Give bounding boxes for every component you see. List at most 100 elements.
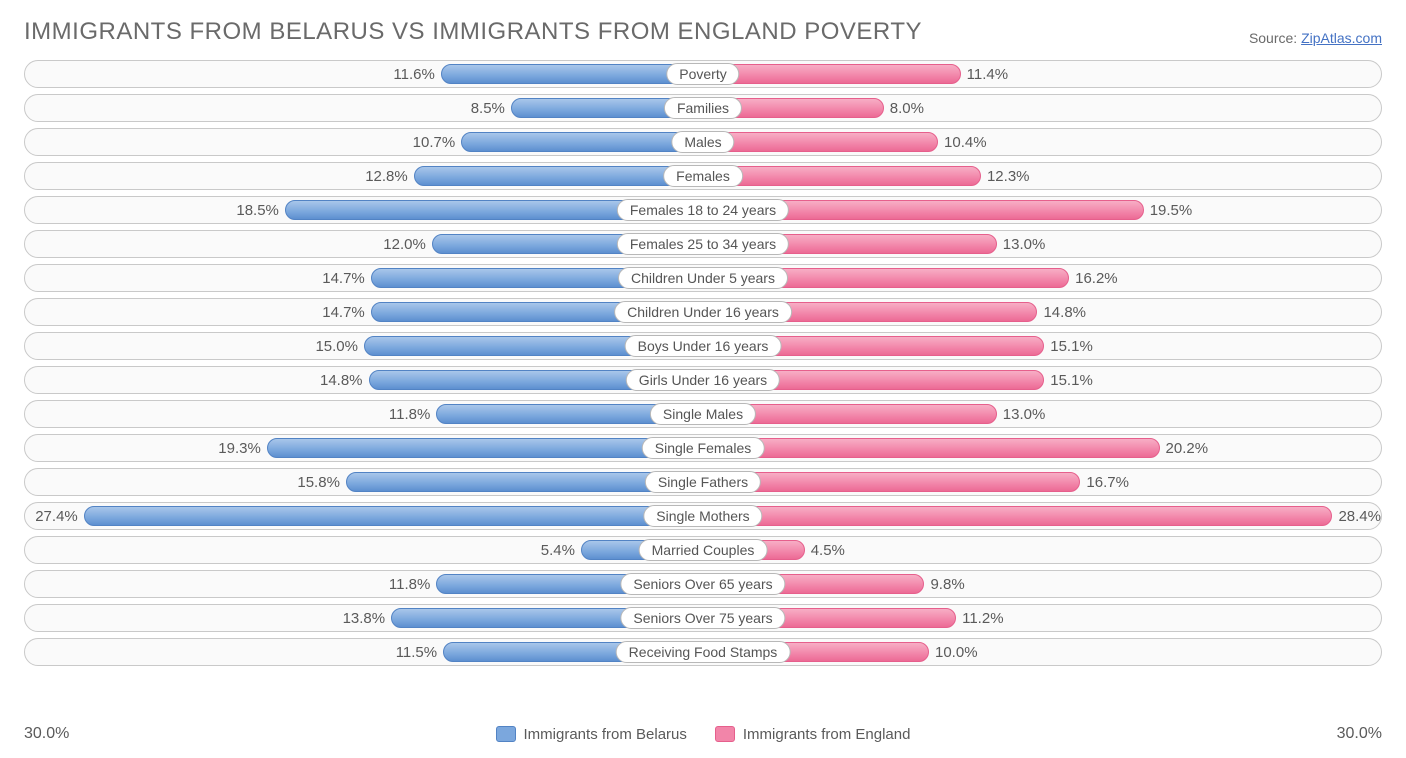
right-value-label: 8.0% — [890, 100, 924, 117]
category-label: Receiving Food Stamps — [616, 641, 791, 663]
category-label: Seniors Over 65 years — [620, 573, 785, 595]
left-half: 14.7% — [25, 299, 703, 325]
axis-max-left: 30.0% — [24, 725, 69, 743]
source-link[interactable]: ZipAtlas.com — [1301, 30, 1382, 46]
left-half: 15.8% — [25, 469, 703, 495]
right-half: 15.1% — [703, 367, 1381, 393]
right-value-label: 11.2% — [962, 610, 1003, 627]
right-value-label: 14.8% — [1043, 304, 1086, 321]
category-label: Seniors Over 75 years — [620, 607, 785, 629]
left-value-label: 11.5% — [396, 644, 437, 661]
left-value-label: 14.8% — [320, 372, 363, 389]
chart-row: 11.8% 9.8% Seniors Over 65 years — [24, 570, 1382, 598]
right-half: 11.4% — [703, 61, 1381, 87]
legend-item-england: Immigrants from England — [715, 726, 911, 743]
legend: Immigrants from Belarus Immigrants from … — [69, 726, 1336, 743]
right-half: 11.2% — [703, 605, 1381, 631]
chart-row: 11.5% 10.0% Receiving Food Stamps — [24, 638, 1382, 666]
left-half: 27.4% — [25, 503, 703, 529]
left-half: 11.5% — [25, 639, 703, 665]
right-value-label: 10.4% — [944, 134, 987, 151]
left-half: 12.0% — [25, 231, 703, 257]
category-label: Married Couples — [639, 539, 768, 561]
chart-row: 5.4% 4.5% Married Couples — [24, 536, 1382, 564]
chart-row: 8.5% 8.0% Families — [24, 94, 1382, 122]
right-value-label: 13.0% — [1003, 406, 1046, 423]
right-half: 28.4% — [703, 503, 1381, 529]
chart-row: 10.7% 10.4% Males — [24, 128, 1382, 156]
right-half: 16.7% — [703, 469, 1381, 495]
right-half: 8.0% — [703, 95, 1381, 121]
right-half: 15.1% — [703, 333, 1381, 359]
right-value-label: 19.5% — [1150, 202, 1193, 219]
left-value-label: 27.4% — [35, 508, 78, 525]
left-half: 11.8% — [25, 571, 703, 597]
left-half: 18.5% — [25, 197, 703, 223]
right-half: 10.4% — [703, 129, 1381, 155]
bar-england — [703, 438, 1160, 458]
source-attribution: Source: ZipAtlas.com — [1249, 30, 1382, 46]
left-half: 19.3% — [25, 435, 703, 461]
category-label: Females 25 to 34 years — [617, 233, 789, 255]
chart-row: 12.8%12.3%Females — [24, 162, 1382, 190]
right-value-label: 20.2% — [1166, 440, 1209, 457]
swatch-icon — [715, 726, 735, 742]
right-half: 16.2% — [703, 265, 1381, 291]
chart-row: 13.8% 11.2% Seniors Over 75 years — [24, 604, 1382, 632]
chart-row: 14.7%14.8%Children Under 16 years — [24, 298, 1382, 326]
right-half: 12.3% — [703, 163, 1381, 189]
left-value-label: 15.0% — [315, 338, 358, 355]
chart-row: 19.3%20.2%Single Females — [24, 434, 1382, 462]
left-half: 10.7% — [25, 129, 703, 155]
left-value-label: 10.7% — [413, 134, 456, 151]
right-half: 4.5% — [703, 537, 1381, 563]
legend-label-right: Immigrants from England — [743, 726, 911, 743]
right-value-label: 16.7% — [1086, 474, 1129, 491]
right-half: 13.0% — [703, 231, 1381, 257]
bar-england — [703, 166, 981, 186]
left-value-label: 11.6% — [393, 66, 434, 83]
chart-row: 14.8%15.1%Girls Under 16 years — [24, 366, 1382, 394]
right-value-label: 10.0% — [935, 644, 978, 661]
left-value-label: 14.7% — [322, 270, 365, 287]
left-half: 8.5% — [25, 95, 703, 121]
chart-title: IMMIGRANTS FROM BELARUS VS IMMIGRANTS FR… — [24, 18, 922, 46]
bar-belarus — [461, 132, 703, 152]
right-value-label: 15.1% — [1050, 372, 1093, 389]
chart-row: 11.6%11.4%Poverty — [24, 60, 1382, 88]
bar-england — [703, 506, 1332, 526]
left-value-label: 15.8% — [297, 474, 340, 491]
left-half: 14.7% — [25, 265, 703, 291]
category-label: Females 18 to 24 years — [617, 199, 789, 221]
left-value-label: 13.8% — [343, 610, 386, 627]
right-value-label: 11.4% — [967, 66, 1008, 83]
right-value-label: 16.2% — [1075, 270, 1118, 287]
category-label: Males — [671, 131, 734, 153]
left-value-label: 5.4% — [541, 542, 575, 559]
legend-label-left: Immigrants from Belarus — [524, 726, 687, 743]
right-value-label: 4.5% — [811, 542, 845, 559]
left-half: 11.8% — [25, 401, 703, 427]
axis-max-right: 30.0% — [1337, 725, 1382, 743]
left-value-label: 11.8% — [389, 406, 430, 423]
category-label: Families — [664, 97, 742, 119]
bar-belarus — [414, 166, 703, 186]
left-half: 12.8% — [25, 163, 703, 189]
category-label: Boys Under 16 years — [625, 335, 782, 357]
category-label: Single Mothers — [643, 505, 762, 527]
chart-footer: 30.0% Immigrants from Belarus Immigrants… — [24, 722, 1382, 746]
bar-england — [703, 64, 961, 84]
right-value-label: 9.8% — [930, 576, 964, 593]
bar-belarus — [84, 506, 703, 526]
left-value-label: 18.5% — [236, 202, 279, 219]
chart-row: 15.0% 15.1%Boys Under 16 years — [24, 332, 1382, 360]
chart-row: 11.8%13.0%Single Males — [24, 400, 1382, 428]
left-value-label: 12.0% — [383, 236, 426, 253]
butterfly-chart: 11.6%11.4%Poverty8.5%8.0%Families10.7%10… — [24, 60, 1382, 712]
chart-row: 12.0% 13.0%Females 25 to 34 years — [24, 230, 1382, 258]
right-half: 14.8% — [703, 299, 1381, 325]
right-half: 13.0% — [703, 401, 1381, 427]
left-value-label: 8.5% — [471, 100, 505, 117]
left-value-label: 12.8% — [365, 168, 408, 185]
right-half: 10.0% — [703, 639, 1381, 665]
